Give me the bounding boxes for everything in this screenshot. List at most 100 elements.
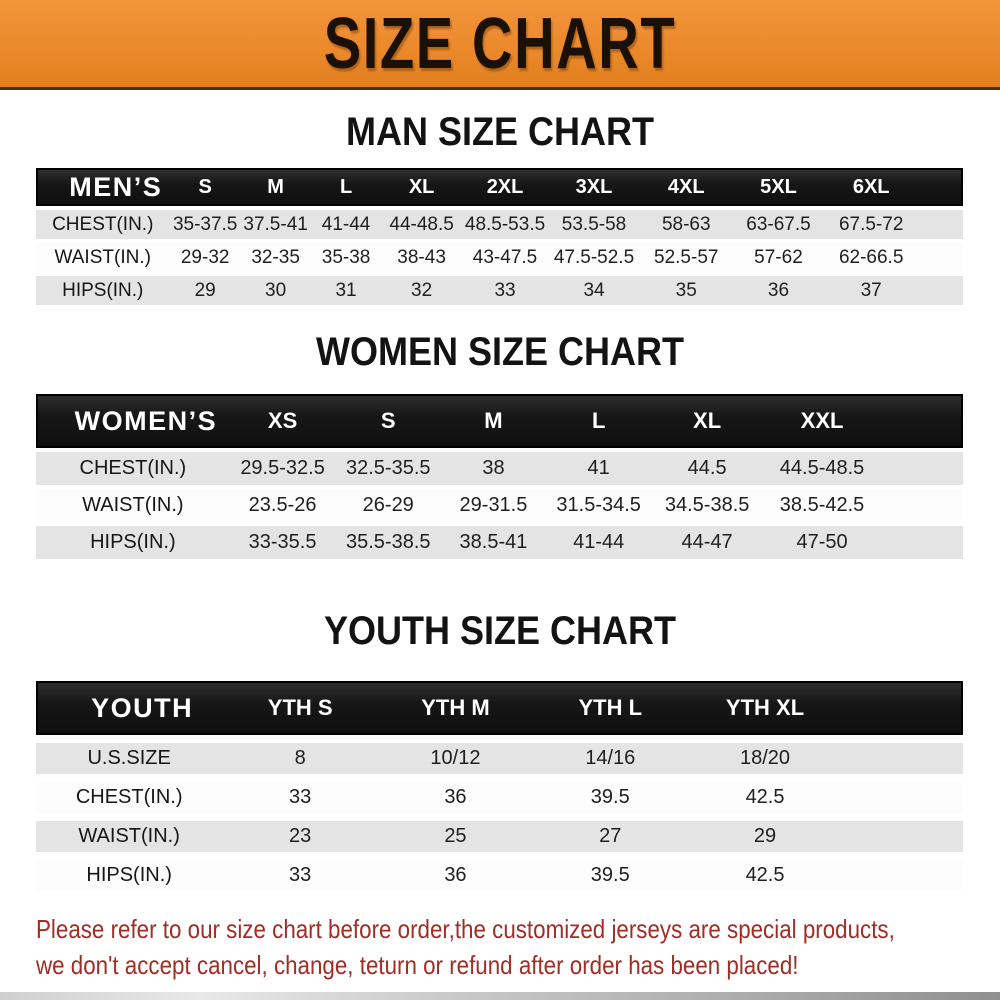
men-col-header: L (310, 168, 382, 206)
women-waist-row: WAIST(IN.) 23.5-26 26-29 29-31.5 31.5-34… (36, 489, 963, 522)
spacer-cell (881, 394, 963, 448)
men-chest-row: CHEST(IN.) 35-37.5 37.5-41 41-44 44-48.5… (36, 210, 963, 239)
men-heading: MAN SIZE CHART (346, 110, 654, 154)
women-col-header: S (335, 394, 442, 448)
size-value: 31 (310, 276, 382, 305)
women-table-title: WOMEN’S (36, 394, 230, 448)
women-section: WOMEN SIZE CHART WOMEN’S XS S M L XL XXL (0, 330, 1000, 563)
size-value: 31.5-34.5 (545, 489, 652, 522)
size-value: 26-29 (335, 489, 442, 522)
size-value: 39.5 (532, 782, 688, 813)
spacer-cell (918, 243, 963, 272)
size-value: 36 (733, 276, 824, 305)
size-value: 8 (222, 743, 379, 774)
size-value: 18/20 (687, 743, 843, 774)
youth-chest-row: CHEST(IN.) 33 36 39.5 42.5 (36, 782, 963, 813)
spacer-cell (918, 276, 963, 305)
size-value: 23.5-26 (229, 489, 336, 522)
size-value: 14/16 (532, 743, 688, 774)
women-col-header: L (545, 394, 652, 448)
size-value: 29.5-32.5 (229, 452, 336, 485)
women-col-header: M (441, 394, 546, 448)
size-value: 44.5 (651, 452, 763, 485)
bottom-edge-strip (0, 992, 1000, 1000)
women-heading: WOMEN SIZE CHART (316, 330, 684, 374)
row-label: CHEST(IN.) (36, 452, 230, 485)
size-value: 29 (687, 821, 843, 852)
row-label: HIPS(IN.) (36, 860, 223, 891)
size-value: 38.5-42.5 (762, 489, 882, 522)
size-value: 37.5-41 (240, 210, 311, 239)
size-value: 41-44 (310, 210, 382, 239)
size-value: 47.5-52.5 (548, 243, 640, 272)
size-value: 42.5 (687, 860, 843, 891)
youth-col-header: YTH S (222, 681, 379, 735)
spacer-cell (881, 452, 963, 485)
banner: SIZE CHART (0, 0, 1000, 90)
men-table-title: MEN’S (36, 168, 170, 206)
row-label: U.S.SIZE (36, 743, 223, 774)
women-hips-row: HIPS(IN.) 33-35.5 35.5-38.5 38.5-41 41-4… (36, 526, 963, 559)
men-size-table: MEN’S S M L XL 2XL 3XL 4XL 5XL 6XL CHEST… (36, 164, 963, 309)
size-value: 37 (823, 276, 919, 305)
men-header-row: MEN’S S M L XL 2XL 3XL 4XL 5XL 6XL (36, 168, 963, 206)
size-value: 44.5-48.5 (762, 452, 882, 485)
banner-title: SIZE CHART (323, 3, 677, 84)
size-value: 29-31.5 (441, 489, 546, 522)
men-col-header: XL (381, 168, 462, 206)
size-value: 57-62 (733, 243, 824, 272)
size-value: 10/12 (378, 743, 533, 774)
women-size-table: WOMEN’S XS S M L XL XXL CHEST(IN.) 29.5-… (36, 390, 963, 563)
size-value: 38 (441, 452, 546, 485)
size-value: 58-63 (639, 210, 734, 239)
youth-col-header: YTH M (378, 681, 533, 735)
spacer-cell (881, 489, 963, 522)
men-section: MAN SIZE CHART MEN’S S M L XL 2XL 3XL 4X… (0, 110, 1000, 309)
spacer-cell (842, 743, 963, 774)
size-value: 33 (461, 276, 549, 305)
men-col-header: 5XL (733, 168, 824, 206)
youth-header-row: YOUTH YTH S YTH M YTH L YTH XL (36, 681, 963, 735)
order-notice: Please refer to our size chart before or… (36, 911, 1000, 983)
women-col-header: XS (229, 394, 336, 448)
size-value: 41-44 (545, 526, 652, 559)
row-label: WAIST(IN.) (36, 489, 230, 522)
youth-heading: YOUTH SIZE CHART (323, 609, 677, 653)
size-value: 27 (532, 821, 688, 852)
size-value: 43-47.5 (461, 243, 549, 272)
row-label: HIPS(IN.) (36, 276, 170, 305)
size-value: 34.5-38.5 (651, 489, 763, 522)
size-value: 39.5 (532, 860, 688, 891)
size-value: 29-32 (169, 243, 241, 272)
size-value: 32 (381, 276, 462, 305)
size-value: 33 (222, 782, 379, 813)
size-value: 47-50 (762, 526, 882, 559)
size-value: 35-37.5 (169, 210, 241, 239)
youth-col-header: YTH XL (687, 681, 843, 735)
youth-col-header: YTH L (532, 681, 688, 735)
men-col-header: S (169, 168, 241, 206)
men-hips-row: HIPS(IN.) 29 30 31 32 33 34 35 36 37 (36, 276, 963, 305)
size-value: 62-66.5 (823, 243, 919, 272)
women-col-header: XL (651, 394, 763, 448)
size-value: 35-38 (310, 243, 382, 272)
size-value: 44-48.5 (381, 210, 462, 239)
size-value: 32-35 (240, 243, 311, 272)
youth-hips-row: HIPS(IN.) 33 36 39.5 42.5 (36, 860, 963, 891)
youth-size-table: YOUTH YTH S YTH M YTH L YTH XL U.S.SIZE … (36, 673, 963, 899)
size-value: 38.5-41 (441, 526, 546, 559)
row-label: WAIST(IN.) (36, 243, 170, 272)
size-value: 53.5-58 (548, 210, 640, 239)
row-label: CHEST(IN.) (36, 782, 223, 813)
size-value: 29 (169, 276, 241, 305)
size-value: 63-67.5 (733, 210, 824, 239)
women-col-header: XXL (762, 394, 882, 448)
size-value: 33 (222, 860, 379, 891)
youth-ussize-row: U.S.SIZE 8 10/12 14/16 18/20 (36, 743, 963, 774)
size-value: 52.5-57 (639, 243, 734, 272)
size-value: 33-35.5 (229, 526, 336, 559)
men-col-header: 6XL (823, 168, 919, 206)
size-value: 25 (378, 821, 533, 852)
size-value: 48.5-53.5 (461, 210, 549, 239)
size-value: 34 (548, 276, 640, 305)
